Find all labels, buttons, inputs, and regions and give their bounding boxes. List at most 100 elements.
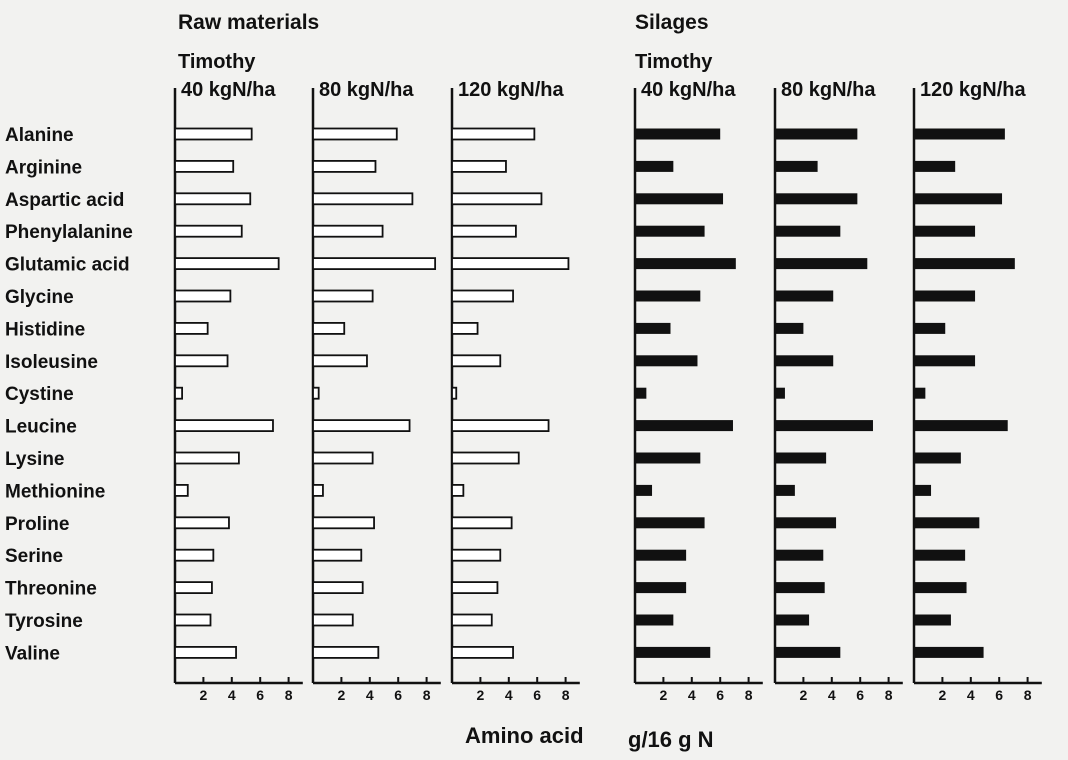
bar-phenylalanine bbox=[775, 225, 841, 237]
category-label-glycine: Glycine bbox=[5, 287, 74, 308]
bar-threonine bbox=[174, 581, 213, 594]
x-tick-label: 4 bbox=[505, 687, 513, 703]
x-tick-label: 6 bbox=[533, 687, 541, 703]
bar-threonine bbox=[451, 581, 499, 594]
bar-isoleusine bbox=[312, 354, 368, 368]
bar-valine bbox=[312, 646, 380, 659]
x-tick-label: 8 bbox=[1024, 687, 1032, 703]
bar-alanine bbox=[775, 128, 858, 140]
bar-glutamic-acid bbox=[312, 257, 437, 271]
bar-aspartic-acid bbox=[451, 192, 543, 206]
category-label-isoleusine: Isoleusine bbox=[5, 352, 98, 373]
bar-histidine bbox=[635, 322, 671, 334]
bar-serine bbox=[775, 549, 824, 561]
bar-lysine bbox=[451, 451, 520, 465]
bar-alanine bbox=[312, 127, 398, 141]
category-labels: Alanine Arginine Aspartic acid Phenylalanin… bbox=[5, 125, 133, 664]
category-label-arginine: Arginine bbox=[5, 157, 82, 178]
bar-lysine bbox=[635, 452, 701, 464]
bar-glutamic-acid bbox=[775, 258, 868, 270]
bar-serine bbox=[174, 548, 215, 562]
bar-histidine bbox=[451, 321, 479, 335]
bar-threonine bbox=[775, 582, 825, 594]
bar-alanine bbox=[174, 127, 253, 141]
x-tick-label: 8 bbox=[885, 687, 893, 703]
bar-isoleusine bbox=[914, 355, 976, 367]
category-label-alanine: Alanine bbox=[5, 125, 74, 146]
panel-label: 80 kgN/ha bbox=[781, 79, 876, 101]
x-tick-label: 2 bbox=[800, 687, 808, 703]
bar-leucine bbox=[635, 420, 733, 432]
panel-raw-40-kgn-ha: 40 kgN/ha 2 4 6 8 bbox=[173, 79, 303, 703]
bar-arginine bbox=[174, 159, 235, 173]
bar-phenylalanine bbox=[174, 224, 243, 238]
category-label-threonine: Threonine bbox=[5, 579, 97, 600]
bar-glycine bbox=[914, 290, 976, 302]
bar-threonine bbox=[312, 581, 364, 594]
bar-cystine bbox=[775, 387, 785, 399]
category-label-methionine: Methionine bbox=[5, 481, 105, 502]
x-tick-label: 8 bbox=[423, 687, 431, 703]
panel-label: 120 kgN/ha bbox=[920, 79, 1026, 101]
bar-methionine bbox=[635, 484, 653, 496]
category-label-phenylalanine: Phenylalanine bbox=[5, 222, 133, 243]
bar-cystine bbox=[635, 387, 647, 399]
bar-isoleusine bbox=[174, 354, 229, 368]
x-tick-label: 6 bbox=[856, 687, 864, 703]
bar-glutamic-acid bbox=[635, 258, 736, 270]
bar-tyrosine bbox=[635, 614, 674, 626]
bar-glycine bbox=[635, 290, 701, 302]
bar-alanine bbox=[451, 127, 536, 141]
bar-lysine bbox=[914, 452, 961, 464]
raw-materials-title: Raw materials bbox=[178, 11, 319, 34]
bar-isoleusine bbox=[635, 355, 698, 367]
raw-species-label: Timothy bbox=[178, 51, 256, 73]
x-tick-label: 4 bbox=[967, 687, 975, 703]
bar-leucine bbox=[451, 419, 550, 433]
x-tick-label: 8 bbox=[745, 687, 753, 703]
bar-leucine bbox=[775, 420, 873, 432]
x-tick-label: 2 bbox=[338, 687, 346, 703]
bar-proline bbox=[174, 516, 230, 530]
category-label-leucine: Leucine bbox=[5, 417, 77, 438]
bar-aspartic-acid bbox=[174, 192, 252, 206]
bar-tyrosine bbox=[174, 613, 212, 627]
bar-histidine bbox=[775, 322, 804, 334]
bar-leucine bbox=[174, 419, 274, 433]
bar-threonine bbox=[914, 582, 967, 594]
x-tick-label: 6 bbox=[256, 687, 264, 703]
bar-arginine bbox=[775, 160, 818, 172]
panel-label: 40 kgN/ha bbox=[641, 79, 736, 101]
bar-serine bbox=[914, 549, 966, 561]
bar-proline bbox=[312, 516, 375, 530]
category-label-histidine: Histidine bbox=[5, 319, 85, 340]
silage-species-label: Timothy bbox=[635, 51, 713, 73]
x-axis-unit: g/16 g N bbox=[628, 727, 714, 752]
category-label-aspartic-acid: Aspartic acid bbox=[5, 190, 124, 211]
panel-label: 40 kgN/ha bbox=[181, 79, 276, 101]
bar-valine bbox=[174, 646, 237, 659]
bar-glycine bbox=[775, 290, 834, 302]
x-tick-label: 2 bbox=[477, 687, 485, 703]
bar-methionine bbox=[914, 484, 932, 496]
panel-silage-120-kgn-ha: 120 kgN/ha 2 4 6 8 bbox=[912, 79, 1042, 703]
bar-cystine bbox=[312, 386, 320, 400]
bar-serine bbox=[451, 548, 502, 562]
x-tick-label: 4 bbox=[366, 687, 374, 703]
category-label-cystine: Cystine bbox=[5, 384, 74, 405]
bar-histidine bbox=[914, 322, 946, 334]
bar-tyrosine bbox=[451, 613, 493, 627]
bar-histidine bbox=[174, 321, 209, 335]
x-tick-label: 8 bbox=[285, 687, 293, 703]
category-label-serine: Serine bbox=[5, 546, 63, 567]
x-tick-label: 2 bbox=[200, 687, 208, 703]
bar-isoleusine bbox=[775, 355, 834, 367]
x-tick-label: 2 bbox=[939, 687, 947, 703]
bar-methionine bbox=[451, 483, 465, 497]
bar-serine bbox=[312, 548, 363, 562]
bar-isoleusine bbox=[451, 354, 502, 368]
bar-phenylalanine bbox=[914, 225, 976, 237]
x-tick-label: 4 bbox=[688, 687, 696, 703]
bar-arginine bbox=[451, 159, 507, 173]
